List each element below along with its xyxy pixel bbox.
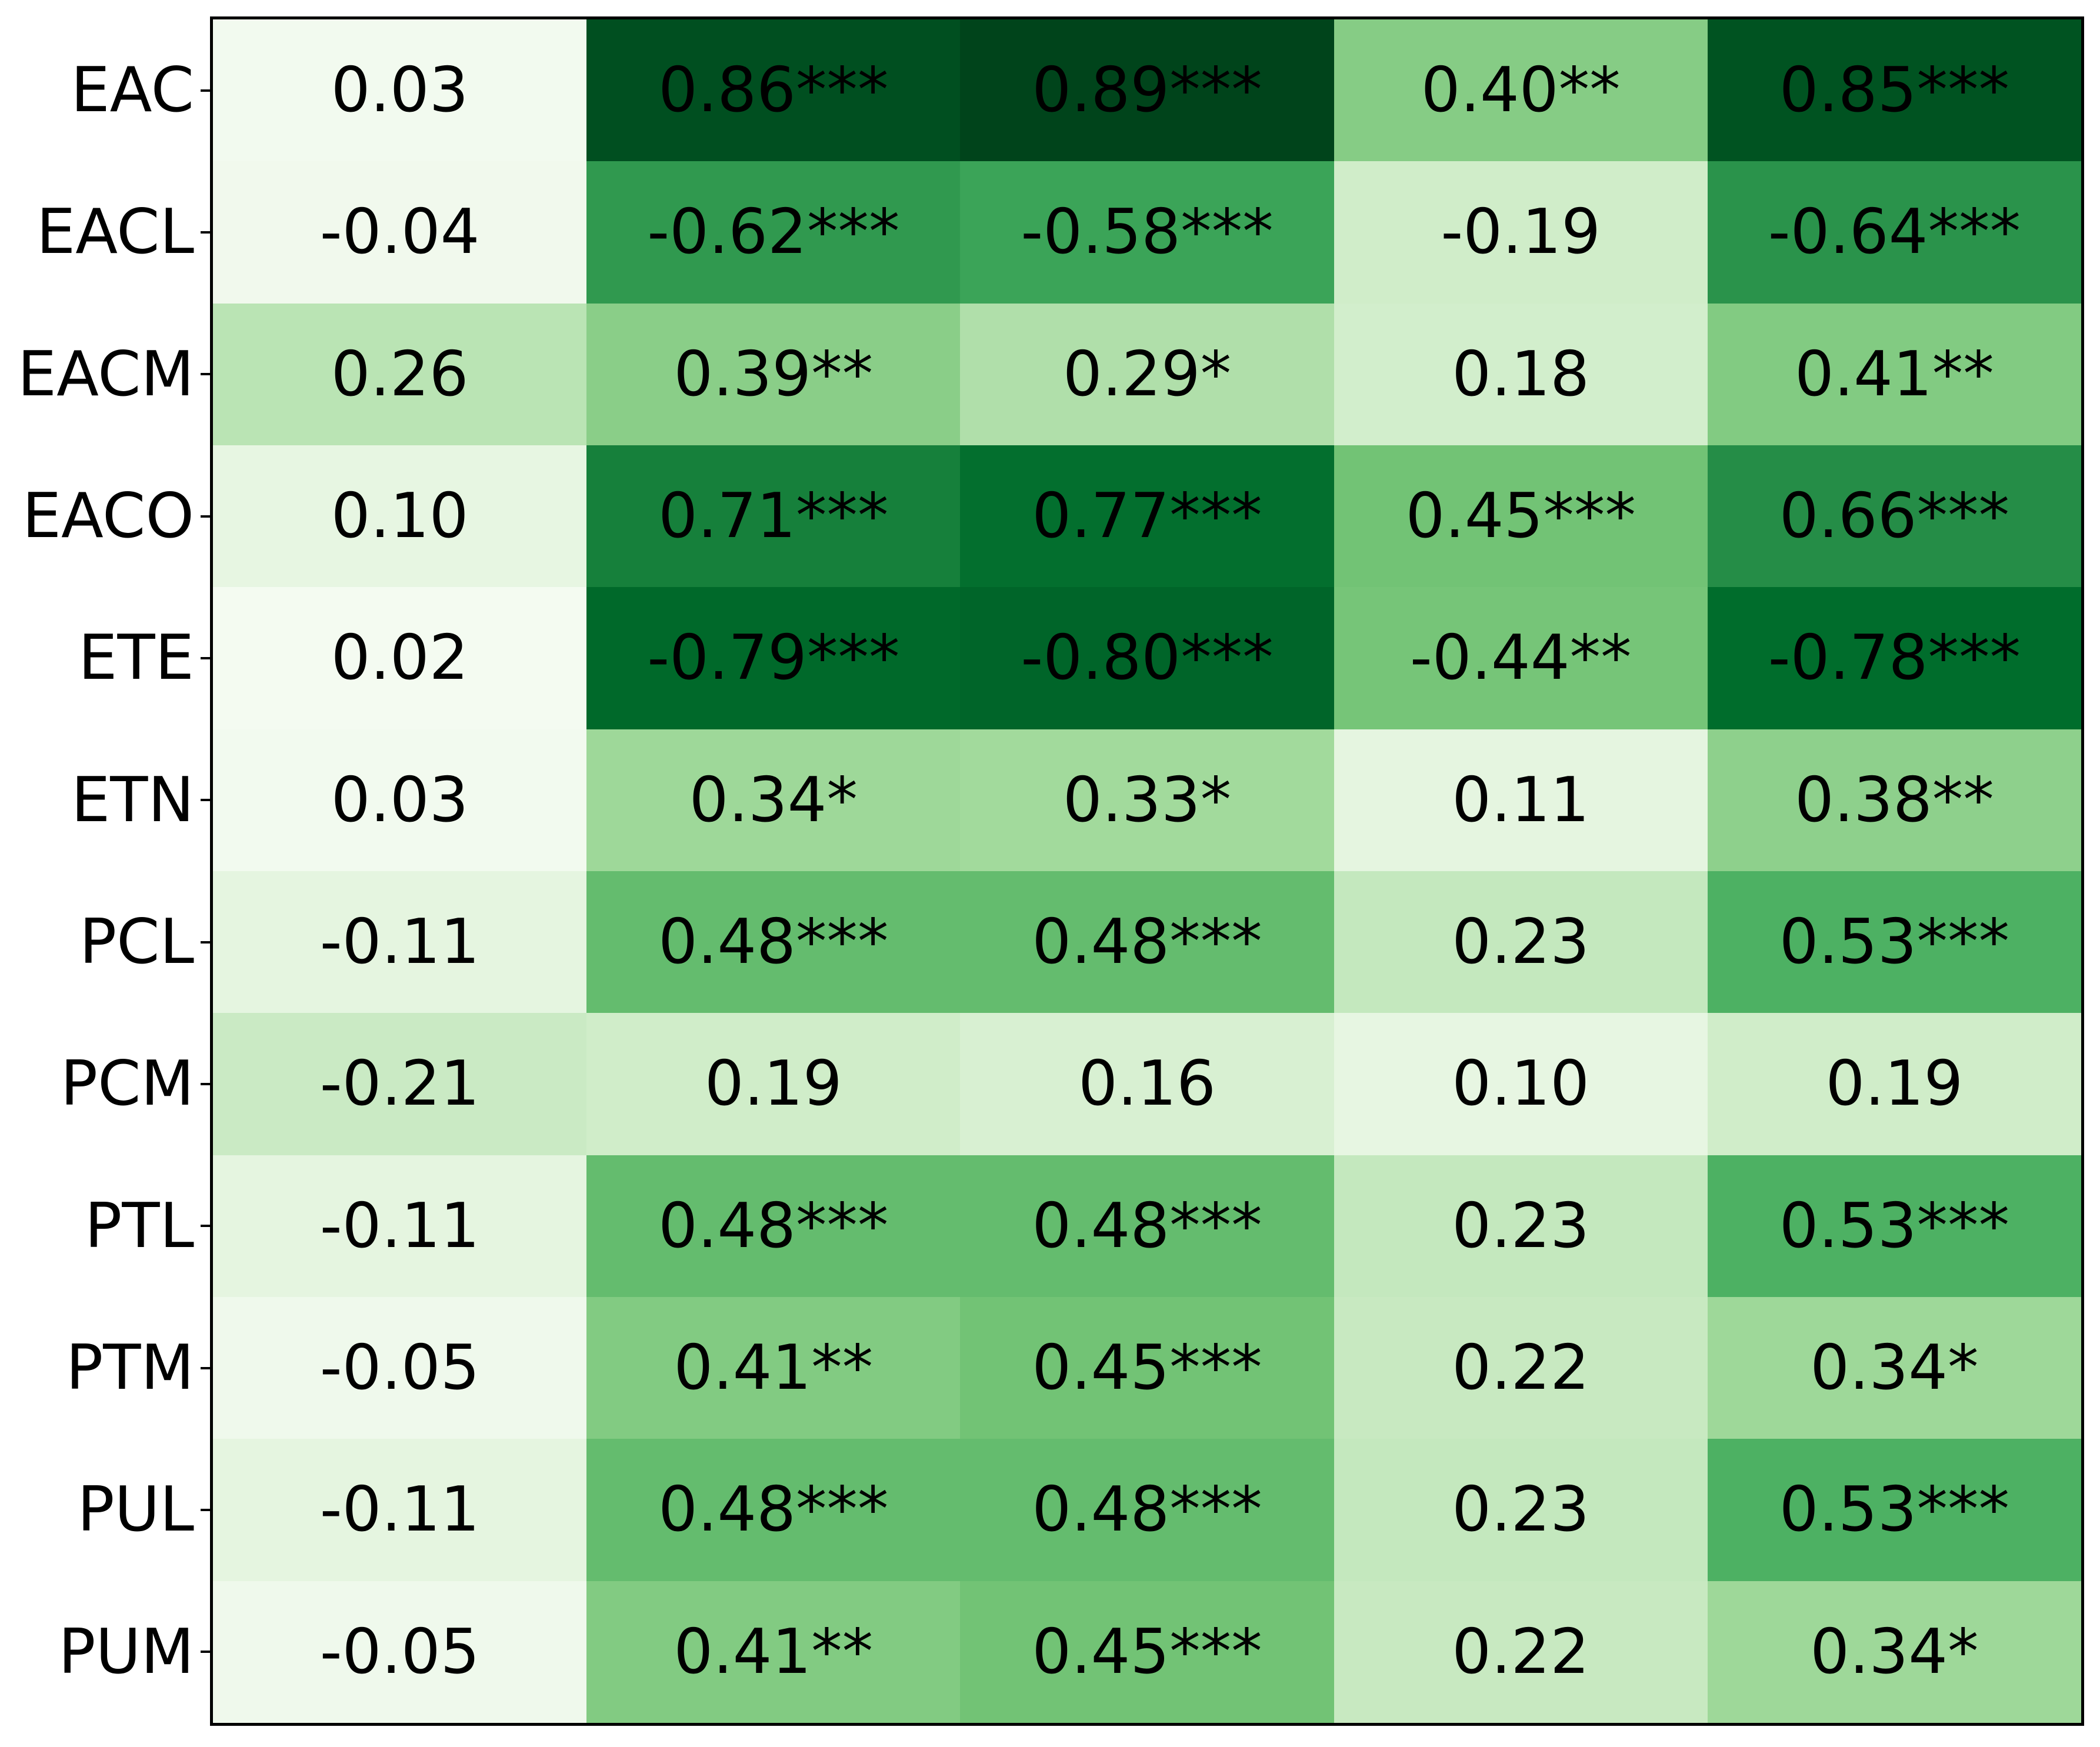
heatmap-cell: -0.04: [213, 161, 587, 304]
heatmap-cell: 0.18: [1334, 303, 1708, 445]
y-axis-labels: EAC EACL EACM EACO ETE ETN PCL PCM PTL PTM PUL PUM: [0, 16, 194, 1726]
heatmap-cell: -0.19: [1334, 161, 1708, 304]
y-tick-mark: [201, 1651, 210, 1653]
heatmap-cell: -0.64***: [1707, 161, 2081, 304]
heatmap-cell: 0.34*: [1707, 1581, 2081, 1723]
heatmap-cell: -0.80***: [960, 587, 1334, 729]
heatmap-cell: 0.34*: [586, 729, 961, 871]
heatmap-cell: -0.05: [213, 1296, 587, 1439]
heatmap-cell: 0.40**: [1334, 19, 1708, 162]
y-tick-label: EACM: [17, 338, 194, 410]
heatmap-cell: -0.79***: [586, 587, 961, 729]
heatmap-cell: 0.45***: [1334, 445, 1708, 588]
y-tick-label: PTL: [85, 1189, 194, 1262]
heatmap-cell: 0.66***: [1707, 445, 2081, 588]
heatmap-cell: 0.38**: [1707, 729, 2081, 871]
heatmap-cell: 0.33*: [960, 729, 1334, 871]
heatmap-cell: 0.10: [1334, 1013, 1708, 1155]
heatmap-cell: 0.03: [213, 729, 587, 871]
heatmap-cell: 0.77***: [960, 445, 1334, 588]
heatmap-cell: 0.71***: [586, 445, 961, 588]
heatmap-cell: 0.11: [1334, 729, 1708, 871]
heatmap-cell: -0.44**: [1334, 587, 1708, 729]
heatmap-cell: 0.26: [213, 303, 587, 445]
y-tick-label: PTM: [65, 1332, 194, 1404]
heatmap-cell: 0.19: [1707, 1013, 2081, 1155]
y-tick-label: EACL: [36, 196, 194, 268]
y-tick-label: PUM: [58, 1615, 194, 1688]
y-tick-mark: [201, 373, 210, 376]
heatmap-cell: 0.53***: [1707, 1155, 2081, 1297]
heatmap-cell: 0.16: [960, 1013, 1334, 1155]
heatmap-cell: 0.22: [1334, 1581, 1708, 1723]
y-tick-mark: [201, 1366, 210, 1369]
heatmap-cell: 0.85***: [1707, 19, 2081, 162]
heatmap-cell: 0.29*: [960, 303, 1334, 445]
heatmap-cell: 0.45***: [960, 1581, 1334, 1723]
heatmap-cell: 0.45***: [960, 1296, 1334, 1439]
heatmap-cell: 0.39**: [586, 303, 961, 445]
y-tick-label: PUL: [77, 1473, 194, 1546]
y-tick-label: ETE: [78, 622, 194, 694]
heatmap-cell: 0.03: [213, 19, 587, 162]
heatmap-cell: 0.19: [586, 1013, 961, 1155]
y-tick-mark: [201, 515, 210, 518]
heatmap-cell: -0.11: [213, 871, 587, 1013]
y-tick-mark: [201, 231, 210, 234]
heatmap-cell: 0.41**: [1707, 303, 2081, 445]
heatmap-cell: -0.62***: [586, 161, 961, 304]
heatmap-cell: 0.02: [213, 587, 587, 729]
heatmap-cell: 0.48***: [960, 1439, 1334, 1581]
heatmap-cell: 0.22: [1334, 1296, 1708, 1439]
y-tick-label: EACO: [22, 480, 194, 552]
y-tick-mark: [201, 1225, 210, 1228]
heatmap-cell: -0.05: [213, 1581, 587, 1723]
heatmap-cell: -0.78***: [1707, 587, 2081, 729]
y-tick-label: ETN: [71, 764, 194, 836]
heatmap-cell: 0.48***: [960, 1155, 1334, 1297]
heatmap-cell: -0.21: [213, 1013, 587, 1155]
y-tick-mark: [201, 1083, 210, 1085]
heatmap-cell: -0.11: [213, 1439, 587, 1581]
y-tick-label: EAC: [71, 54, 194, 126]
heatmap-cell: 0.53***: [1707, 871, 2081, 1013]
heatmap-cell: 0.48***: [586, 871, 961, 1013]
heatmap-cell: -0.58***: [960, 161, 1334, 304]
heatmap-cell: 0.48***: [586, 1155, 961, 1297]
heatmap-cell: 0.86***: [586, 19, 961, 162]
heatmap-cell: 0.48***: [586, 1439, 961, 1581]
y-tick-mark: [201, 657, 210, 659]
y-tick-mark: [201, 799, 210, 802]
heatmap-cell: 0.89***: [960, 19, 1334, 162]
y-tick-mark: [201, 89, 210, 92]
heatmap-grid: 0.03 0.86*** 0.89*** 0.40** 0.85*** -0.04 -0.6…: [210, 16, 2084, 1726]
y-tick-label: PCL: [79, 906, 194, 978]
heatmap-cell: 0.10: [213, 445, 587, 588]
heatmap-cell: 0.53***: [1707, 1439, 2081, 1581]
heatmap-cell: 0.23: [1334, 1439, 1708, 1581]
heatmap-cell: 0.41**: [586, 1296, 961, 1439]
y-tick-mark: [201, 941, 210, 943]
heatmap-cell: 0.48***: [960, 871, 1334, 1013]
heatmap-cell: 0.34*: [1707, 1296, 2081, 1439]
y-tick-mark: [201, 1509, 210, 1511]
heatmap-cell: 0.23: [1334, 871, 1708, 1013]
heatmap-cell: 0.41**: [586, 1581, 961, 1723]
heatmap-cell: -0.11: [213, 1155, 587, 1297]
y-tick-label: PCM: [60, 1048, 194, 1120]
heatmap-cell: 0.23: [1334, 1155, 1708, 1297]
